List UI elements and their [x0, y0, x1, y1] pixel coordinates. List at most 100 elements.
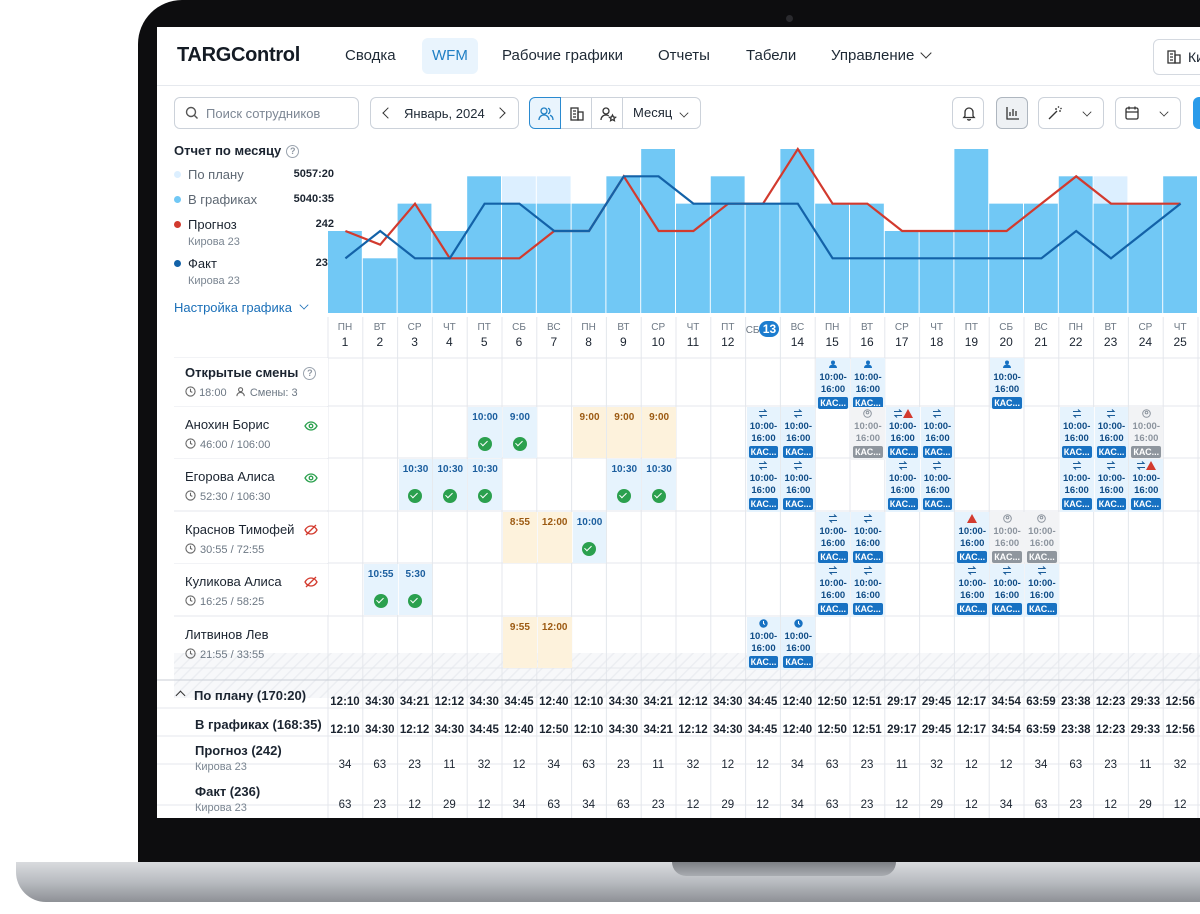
day-number: 1 [341, 335, 349, 349]
eye-icon[interactable] [304, 418, 318, 436]
view-switcher: Месяц [529, 97, 701, 129]
day-number: 8 [585, 335, 592, 349]
employee-row-label[interactable]: Литвинов Лев 21:55 / 33:55 [174, 617, 328, 668]
shift-cell[interactable]: 10:00 [572, 512, 607, 563]
shift-cell[interactable]: 10:30 [607, 459, 642, 510]
summary-forecast-cell: 11 [895, 759, 908, 771]
employees-view-button[interactable] [529, 97, 561, 129]
nav-management[interactable]: Управление [821, 38, 940, 74]
kassa-shift[interactable]: 10:00- 16:00 КАС... [1025, 564, 1059, 617]
kassa-shift[interactable]: 10:00- 16:00 КАС... [851, 407, 885, 460]
kassa-shift[interactable]: 10:00- 16:00 КАС... [746, 459, 781, 512]
kassa-shift[interactable]: 10:00- 16:00 КАС... [746, 617, 781, 670]
shift-cell[interactable]: 10:55 [363, 564, 398, 615]
clock-icon [185, 543, 196, 554]
summary-forecast-cell: 63 [825, 759, 839, 771]
kassa-shift[interactable]: 10:00- 16:00 КАС... [885, 407, 920, 460]
magic-menu-button[interactable] [1038, 97, 1104, 129]
kassa-shift[interactable]: 10:00- 16:00 КАС... [990, 564, 1024, 617]
shift-tag: КАС... [1061, 446, 1092, 458]
kassa-shift[interactable]: 10:00- 16:00 КАС... [1129, 407, 1164, 460]
shift-cell[interactable]: 9:00 [642, 407, 676, 458]
kassa-shift[interactable]: 10:00- 16:00 КАС... [851, 564, 885, 617]
shift-cell[interactable]: 10:30 [468, 459, 502, 510]
stores-view-button[interactable] [560, 97, 592, 129]
summary-plan-cell: 34:21 [643, 696, 673, 708]
kassa-shift[interactable]: 10:00- 16:00 КАС... [990, 512, 1024, 565]
shift-cell[interactable]: 10:30 [433, 459, 468, 510]
shift-cell[interactable]: 9:00 [607, 407, 642, 458]
app-logo: TARGControl [177, 44, 300, 66]
kassa-shift[interactable]: 10:00- 16:00 КАС... [816, 358, 850, 409]
kassa-shift[interactable]: 10:00- 16:00 КАС... [1025, 512, 1059, 565]
kassa-shift[interactable]: 10:00- 16:00 КАС... [816, 564, 850, 617]
calendar-menu-button[interactable] [1115, 97, 1181, 129]
shift-cell[interactable]: 12:00 [537, 512, 572, 563]
employee-row-label[interactable]: Егорова Алиса 52:30 / 106:30 [174, 459, 328, 510]
shift-cell[interactable]: 9:00 [503, 407, 537, 458]
kassa-shift[interactable]: 10:00- 16:00 КАС... [781, 617, 816, 670]
kassa-shift[interactable]: 10:00- 16:00 КАС... [1094, 407, 1129, 460]
nav-reports[interactable]: Отчеты [658, 47, 710, 64]
kassa-shift[interactable]: 10:00- 16:00 КАС... [851, 358, 885, 409]
shift-cell[interactable]: 8:55 [503, 512, 537, 563]
kassa-shift[interactable]: 10:00- 16:00 КАС... [851, 512, 885, 565]
notifications-button[interactable] [952, 97, 984, 129]
kassa-shift[interactable]: 10:00- 16:00 КАС... [990, 358, 1024, 409]
period-select[interactable]: Месяц [622, 97, 701, 129]
calendar-icon [1125, 106, 1139, 120]
chart-settings-link[interactable]: Настройка графика [174, 300, 309, 315]
summary-plan-cell: 23:38 [1061, 696, 1091, 708]
summary-forecast-cell: 11 [652, 759, 665, 771]
month-label: Январь, 2024 [404, 106, 485, 121]
kassa-shift[interactable]: 10:00- 16:00 КАС... [955, 512, 990, 565]
kassa-shift[interactable]: 10:00- 16:00 КАС... [816, 512, 850, 565]
summary-fact-cell: 63 [547, 799, 561, 811]
shift-cell[interactable]: 5:30 [398, 564, 433, 615]
employee-row-label[interactable]: Краснов Тимофей 30:55 / 72:55 [174, 512, 328, 563]
shift-cell[interactable]: 9:55 [503, 617, 537, 668]
kassa-shift[interactable]: 10:00- 16:00 КАС... [1129, 459, 1164, 512]
search-input[interactable]: Поиск сотрудников [174, 97, 359, 129]
nav-timesheets[interactable]: Табели [746, 47, 797, 64]
help-icon[interactable]: ? [303, 367, 317, 380]
nav-wfm[interactable]: WFM [422, 38, 478, 74]
shift-cell[interactable]: 10:00 [468, 407, 502, 458]
shift-tag: КАС... [887, 446, 918, 458]
eye-icon[interactable] [304, 470, 318, 488]
shift-tag: КАС... [818, 397, 848, 409]
kassa-shift[interactable]: 10:00- 16:00 КАС... [1094, 459, 1129, 512]
employee-row-label[interactable]: Анохин Борис 46:00 / 106:00 [174, 407, 328, 458]
shift-start: 10:00- [993, 372, 1021, 383]
shift-cell[interactable]: 10:30 [398, 459, 433, 510]
kassa-shift[interactable]: 10:00- 16:00 КАС... [746, 407, 781, 460]
kassa-shift[interactable]: 10:00- 16:00 КАС... [781, 459, 816, 512]
shift-cell[interactable]: 12:00 [537, 617, 572, 668]
employee-row-label[interactable]: Куликова Алиса 16:25 / 58:25 [174, 564, 328, 615]
kassa-shift[interactable]: 10:00- 16:00 КАС... [955, 564, 990, 617]
favorites-view-button[interactable] [591, 97, 623, 129]
eye-off-icon[interactable] [304, 575, 318, 593]
org-button[interactable]: Ки [1153, 39, 1200, 75]
nav-summary[interactable]: Сводка [345, 47, 396, 64]
kassa-shift[interactable]: 10:00- 16:00 КАС... [920, 459, 955, 512]
month-picker[interactable]: Январь, 2024 [370, 97, 519, 129]
prev-month-icon[interactable] [382, 107, 394, 119]
chevron-up-icon[interactable] [175, 690, 186, 701]
shift-cell[interactable]: 9:00 [572, 407, 607, 458]
kassa-shift[interactable]: 10:00- 16:00 КАС... [885, 459, 920, 512]
kassa-shift[interactable]: 10:00- 16:00 КАС... [1059, 407, 1094, 460]
day-number: 11 [686, 335, 700, 349]
shift-cell[interactable]: 10:30 [642, 459, 676, 510]
nav-schedules[interactable]: Рабочие графики [502, 47, 623, 64]
kassa-shift[interactable]: 10:00- 16:00 КАС... [920, 407, 955, 460]
kassa-shift[interactable]: 10:00- 16:00 КАС... [1059, 459, 1094, 512]
summary-forecast-cell: 63 [582, 759, 595, 771]
primary-action-button[interactable] [1193, 97, 1200, 129]
org-button-label: Ки [1188, 49, 1200, 65]
eye-off-icon[interactable] [304, 523, 318, 541]
help-icon[interactable]: ? [286, 145, 300, 158]
next-month-icon[interactable] [494, 107, 506, 119]
kassa-shift[interactable]: 10:00- 16:00 КАС... [781, 407, 816, 460]
chart-toggle-button[interactable] [996, 97, 1028, 129]
